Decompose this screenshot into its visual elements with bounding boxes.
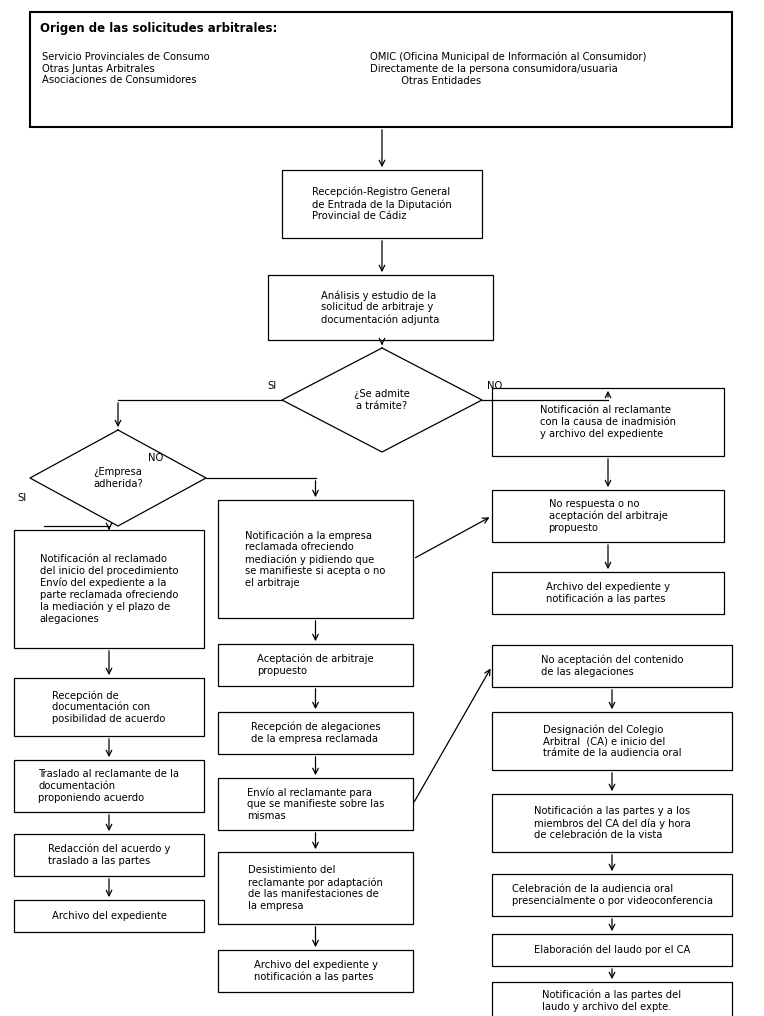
FancyBboxPatch shape (218, 852, 413, 924)
FancyBboxPatch shape (30, 12, 732, 127)
FancyBboxPatch shape (218, 950, 413, 992)
Text: SI: SI (18, 493, 27, 503)
Text: Notificación a las partes y a los
miembros del CA del día y hora
de celebración : Notificación a las partes y a los miembr… (533, 806, 691, 840)
Text: OMIC (Oficina Municipal de Información al Consumidor)
Directamente de la persona: OMIC (Oficina Municipal de Información a… (370, 52, 646, 85)
FancyBboxPatch shape (14, 900, 204, 932)
Text: Servicio Provinciales de Consumo
Otras Juntas Arbitrales
Asociaciones de Consumi: Servicio Provinciales de Consumo Otras J… (42, 52, 209, 85)
Polygon shape (30, 430, 206, 526)
Text: Recepción de
documentación con
posibilidad de acuerdo: Recepción de documentación con posibilid… (52, 690, 166, 723)
Text: Notificación a la empresa
reclamada ofreciendo
mediación y pidiendo que
se manif: Notificación a la empresa reclamada ofre… (245, 530, 386, 587)
FancyBboxPatch shape (218, 644, 413, 686)
Text: Análisis y estudio de la
solicitud de arbitraje y
documentación adjunta: Análisis y estudio de la solicitud de ar… (322, 291, 440, 325)
FancyBboxPatch shape (492, 793, 732, 852)
FancyBboxPatch shape (492, 982, 732, 1016)
FancyBboxPatch shape (14, 530, 204, 648)
Polygon shape (282, 348, 482, 452)
Text: Desistimiento del
reclamante por adaptación
de las manifestaciones de
la empresa: Desistimiento del reclamante por adaptac… (248, 866, 383, 910)
Text: Archivo del expediente y
notificación a las partes: Archivo del expediente y notificación a … (546, 582, 670, 605)
Text: Celebración de la audiencia oral
presencialmente o por videoconferencia: Celebración de la audiencia oral presenc… (512, 884, 713, 906)
Text: Designación del Colegio
Arbitral  (CA) e inicio del
trámite de la audiencia oral: Designación del Colegio Arbitral (CA) e … (542, 724, 681, 758)
Text: ¿Empresa
adherida?: ¿Empresa adherida? (93, 467, 143, 489)
Text: Elaboración del laudo por el CA: Elaboración del laudo por el CA (534, 945, 690, 955)
Text: No aceptación del contenido
de las alegaciones: No aceptación del contenido de las alega… (541, 655, 683, 677)
FancyBboxPatch shape (492, 572, 724, 614)
Text: Traslado al reclamante de la
documentación
proponiendo acuerdo: Traslado al reclamante de la documentaci… (38, 769, 180, 803)
Text: Recepción-Registro General
de Entrada de la Diputación
Provincial de Cádiz: Recepción-Registro General de Entrada de… (312, 187, 452, 221)
FancyBboxPatch shape (14, 760, 204, 812)
FancyBboxPatch shape (282, 170, 482, 238)
Text: Notificación al reclamante
con la causa de inadmisión
y archivo del expediente: Notificación al reclamante con la causa … (540, 405, 676, 439)
Text: ¿Se admite
a trámite?: ¿Se admite a trámite? (354, 389, 410, 410)
FancyBboxPatch shape (492, 934, 732, 966)
Text: Envío al reclamante para
que se manifieste sobre las
mismas: Envío al reclamante para que se manifies… (247, 787, 384, 821)
Text: NO: NO (487, 381, 502, 391)
FancyBboxPatch shape (268, 275, 493, 340)
FancyBboxPatch shape (14, 834, 204, 876)
Text: Redacción del acuerdo y
traslado a las partes: Redacción del acuerdo y traslado a las p… (48, 844, 170, 866)
Text: Notificación a las partes del
laudo y archivo del expte.: Notificación a las partes del laudo y ar… (542, 990, 681, 1012)
FancyBboxPatch shape (218, 778, 413, 830)
Text: Aceptación de arbitraje
propuesto: Aceptación de arbitraje propuesto (257, 654, 374, 676)
FancyBboxPatch shape (492, 645, 732, 687)
Text: No respuesta o no
aceptación del arbitraje
propuesto: No respuesta o no aceptación del arbitra… (549, 499, 668, 533)
Text: Recepción de alegaciones
de la empresa reclamada: Recepción de alegaciones de la empresa r… (251, 722, 380, 744)
FancyBboxPatch shape (492, 712, 732, 770)
Text: Archivo del expediente y
notificación a las partes: Archivo del expediente y notificación a … (254, 960, 377, 982)
FancyBboxPatch shape (492, 490, 724, 542)
Text: Origen de las solicitudes arbitrales:: Origen de las solicitudes arbitrales: (40, 22, 277, 35)
FancyBboxPatch shape (492, 874, 732, 916)
Text: Archivo del expediente: Archivo del expediente (51, 911, 167, 920)
FancyBboxPatch shape (218, 712, 413, 754)
FancyBboxPatch shape (492, 388, 724, 456)
FancyBboxPatch shape (14, 678, 204, 736)
FancyBboxPatch shape (218, 500, 413, 618)
Text: SI: SI (268, 381, 277, 391)
Text: NO: NO (148, 453, 163, 463)
Text: Notificación al reclamado
del inicio del procedimiento
Envío del expediente a la: Notificación al reclamado del inicio del… (40, 555, 178, 624)
